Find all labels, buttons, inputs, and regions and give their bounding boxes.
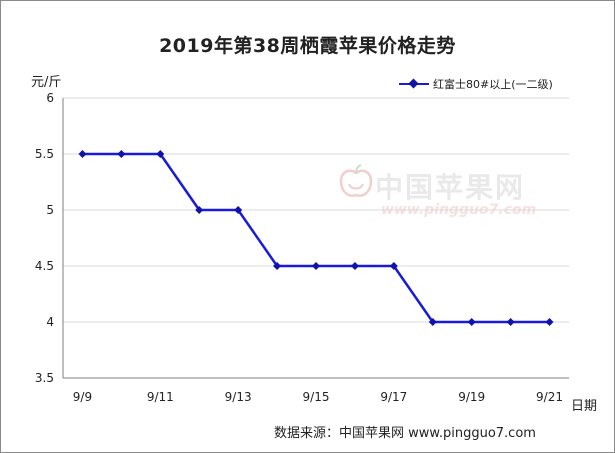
y-tick-label: 3.5 xyxy=(35,371,54,385)
data-point xyxy=(506,318,515,326)
y-tick-label: 4.5 xyxy=(35,259,54,273)
legend-label: 红富士80#以上(一二级) xyxy=(433,78,553,91)
x-tick-label: 9/13 xyxy=(225,390,252,404)
x-tick-label: 9/21 xyxy=(536,390,563,404)
x-tick-label: 9/15 xyxy=(303,390,330,404)
data-point xyxy=(117,150,126,158)
x-tick-label: 9/17 xyxy=(380,390,407,404)
y-tick-label: 5.5 xyxy=(35,147,54,161)
data-point xyxy=(428,318,437,326)
data-point xyxy=(312,262,320,270)
data-point xyxy=(350,262,359,270)
x-axis-unit-label: 日期 xyxy=(571,399,598,414)
watermark-name: 中国苹果网 xyxy=(375,171,526,204)
data-point xyxy=(195,206,204,214)
data-point xyxy=(389,262,398,270)
y-tick-label: 6 xyxy=(46,91,54,105)
y-tick-label: 4 xyxy=(46,315,54,329)
y-axis-unit-label: 元/斤 xyxy=(31,75,62,90)
chart-title: 2019年第38周栖霞苹果价格走势 xyxy=(159,35,456,57)
data-point xyxy=(273,262,282,270)
series-line xyxy=(82,152,550,324)
x-tick-label: 9/19 xyxy=(458,390,485,404)
apple-logo-icon xyxy=(339,164,373,197)
data-point xyxy=(234,206,243,214)
source-note: 数据来源：中国苹果网 www.pingguo7.com xyxy=(274,426,536,441)
data-point xyxy=(545,318,554,326)
data-point xyxy=(467,318,476,326)
data-point xyxy=(156,150,165,158)
x-tick-label: 9/9 xyxy=(73,390,92,404)
x-tick-label: 9/11 xyxy=(147,390,174,404)
y-tick-label: 5 xyxy=(46,203,54,217)
data-point xyxy=(78,150,87,158)
legend: 红富士80#以上(一二级) xyxy=(399,76,553,92)
legend-swatch xyxy=(399,78,429,89)
